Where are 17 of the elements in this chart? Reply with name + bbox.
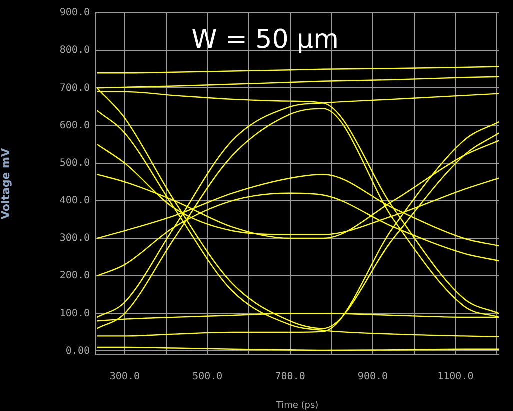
- y-tick-label: 500.0: [60, 158, 90, 169]
- x-tick-label: 900.0: [358, 372, 388, 383]
- y-axis-title: Voltage mV: [0, 148, 12, 220]
- x-tick-label: 300.0: [110, 372, 140, 383]
- y-tick-label: 100.0: [60, 308, 90, 320]
- y-tick-label: 400.0: [60, 196, 90, 207]
- x-tick-label: 700.0: [275, 372, 306, 383]
- y-tick-label: 600.0: [60, 120, 90, 132]
- y-tick-label: 300.0: [60, 233, 90, 244]
- x-axis-title: Time (ps): [275, 400, 319, 411]
- y-tick-label: 800.0: [60, 45, 90, 56]
- y-tick-label: 900.0: [60, 8, 90, 19]
- x-tick-label: 500.0: [192, 372, 223, 383]
- y-tick-label: 700.0: [60, 82, 90, 94]
- x-tick-label: 1100.0: [438, 372, 474, 383]
- y-tick-label: 200.0: [60, 270, 90, 282]
- y-tick-label: 0.00: [66, 346, 90, 357]
